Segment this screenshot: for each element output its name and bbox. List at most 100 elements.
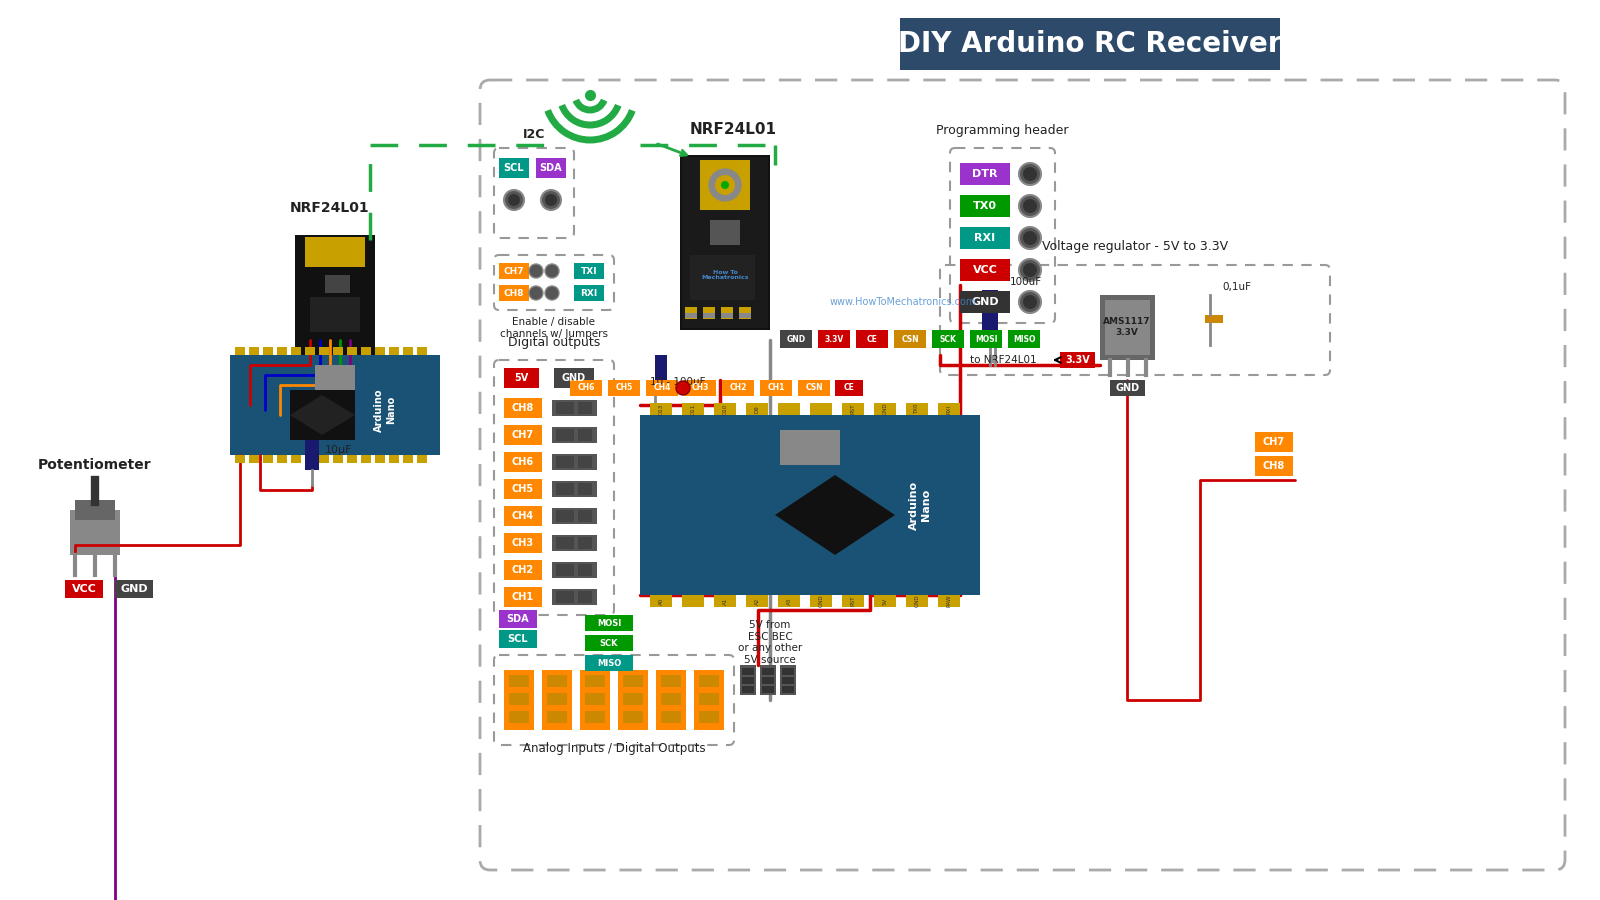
Bar [552, 535, 597, 551]
Bar [650, 595, 672, 607]
Bar [654, 355, 667, 390]
Bar [557, 510, 574, 522]
Text: SCK: SCK [939, 335, 957, 344]
Text: GND: GND [120, 584, 147, 594]
Bar [906, 595, 928, 607]
Bar [578, 591, 592, 603]
Bar [739, 307, 750, 319]
Bar [499, 158, 530, 178]
Bar [578, 510, 592, 522]
Bar [389, 347, 398, 355]
Bar [622, 675, 643, 687]
Text: 100uF: 100uF [1010, 277, 1042, 287]
Bar [552, 562, 597, 578]
Bar [722, 307, 733, 319]
Circle shape [504, 190, 525, 210]
Bar [685, 313, 698, 318]
Bar [557, 591, 574, 603]
Bar [552, 481, 597, 497]
Text: 10 - 100uF: 10 - 100uF [650, 377, 706, 387]
Bar [578, 483, 592, 495]
Text: DTR: DTR [973, 169, 998, 179]
Circle shape [1019, 259, 1042, 281]
Bar [509, 693, 530, 705]
Text: 5V from
ESC BEC
or any other
5V source: 5V from ESC BEC or any other 5V source [738, 620, 802, 665]
Bar [760, 380, 792, 396]
Text: RAW: RAW [947, 595, 952, 608]
Text: to NRF24L01: to NRF24L01 [970, 355, 1037, 365]
Bar [362, 455, 371, 463]
Text: A0: A0 [659, 598, 664, 605]
Bar [536, 158, 566, 178]
Bar [504, 560, 542, 580]
Text: A3: A3 [787, 598, 792, 605]
Bar [315, 365, 355, 390]
Bar [586, 615, 634, 631]
Bar [70, 510, 120, 555]
Bar [586, 693, 605, 705]
Circle shape [722, 181, 730, 189]
Text: CH8: CH8 [1262, 461, 1285, 471]
Text: NRF24L01: NRF24L01 [290, 201, 370, 215]
Circle shape [715, 175, 734, 195]
Bar [960, 195, 1010, 217]
Bar [347, 347, 357, 355]
Text: GND: GND [915, 595, 920, 608]
Bar [318, 455, 330, 463]
Text: NRF24L01: NRF24L01 [690, 122, 778, 137]
Text: TXI: TXI [581, 266, 597, 275]
Bar [306, 440, 318, 470]
Bar [810, 403, 832, 415]
Bar [680, 155, 770, 330]
Bar [499, 285, 530, 301]
Text: MOSI: MOSI [597, 618, 621, 627]
Bar [702, 307, 715, 319]
Bar [699, 675, 718, 687]
Bar [810, 595, 832, 607]
Bar [403, 455, 413, 463]
Bar [874, 403, 896, 415]
Bar [262, 347, 274, 355]
Text: CE: CE [867, 335, 877, 344]
Bar [1106, 300, 1150, 355]
Text: D9: D9 [755, 405, 760, 413]
Bar [306, 237, 365, 267]
Text: SCL: SCL [504, 163, 525, 173]
Bar [899, 18, 1280, 70]
Text: 10μF: 10μF [325, 445, 352, 455]
Bar [557, 537, 574, 549]
Text: 5V: 5V [883, 598, 888, 605]
Circle shape [1022, 167, 1037, 181]
Bar [333, 455, 342, 463]
Bar [235, 347, 245, 355]
Bar [230, 355, 440, 455]
Text: SDA: SDA [539, 163, 562, 173]
Text: GND: GND [971, 297, 998, 307]
Bar [504, 506, 542, 526]
Text: CH7: CH7 [512, 430, 534, 440]
Text: Arduino
Nano: Arduino Nano [909, 481, 931, 529]
Bar [389, 455, 398, 463]
Text: CH4: CH4 [512, 511, 534, 521]
Text: CH2: CH2 [730, 383, 747, 392]
Bar [504, 398, 542, 418]
Text: CH1: CH1 [768, 383, 784, 392]
Text: DIY Arduino RC Receiver: DIY Arduino RC Receiver [898, 30, 1282, 58]
Bar [762, 677, 774, 684]
Text: RST: RST [851, 596, 856, 607]
Bar [578, 564, 592, 576]
Bar [418, 347, 427, 355]
Bar [722, 380, 754, 396]
Bar [782, 686, 794, 693]
Bar [722, 313, 733, 318]
Text: TX0: TX0 [973, 201, 997, 211]
Text: MOSI: MOSI [974, 335, 997, 344]
Circle shape [1019, 163, 1042, 185]
Bar [504, 425, 542, 445]
Text: CH8: CH8 [512, 403, 534, 413]
Bar [504, 533, 542, 553]
Text: RXI: RXI [974, 233, 995, 243]
Bar [579, 670, 610, 730]
Bar [739, 665, 757, 695]
Circle shape [1022, 263, 1037, 277]
